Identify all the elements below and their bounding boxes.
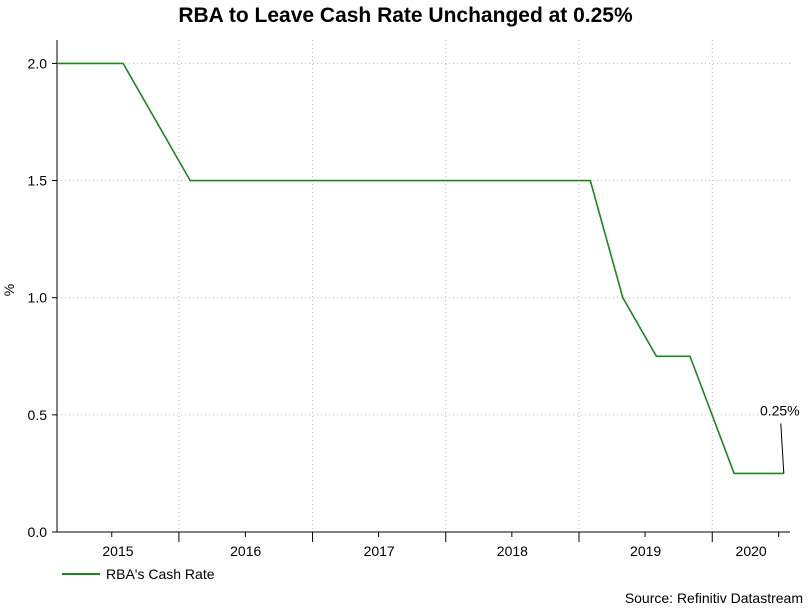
x-tick-label: 2018 (497, 543, 528, 559)
y-tick-label: 1.5 (28, 173, 48, 189)
series-line-rba-cash-rate (57, 62, 784, 475)
y-tick-label: 2.0 (28, 55, 48, 71)
y-tick-label: 0.5 (28, 407, 48, 423)
x-tick-label: 2016 (230, 543, 261, 559)
source-note: Source: Refinitiv Datastream (624, 590, 803, 606)
x-tick-label: 2020 (736, 543, 767, 559)
legend: RBA's Cash Rate (62, 566, 215, 582)
chart-title: RBA to Leave Cash Rate Unchanged at 0.25… (178, 4, 633, 27)
y-tick-label: 0.0 (28, 524, 48, 540)
axes: 0.0 0.5 1.0 1.5 2.0 2015 2016 2017 2018 2019 2020 (28, 40, 790, 559)
legend-swatch (62, 573, 100, 575)
annotation-label: 0.25% (760, 402, 800, 418)
x-tick-label: 2019 (630, 543, 661, 559)
annotation-layer: 0.25% (760, 402, 800, 474)
legend-label: RBA's Cash Rate (106, 566, 215, 582)
series-layer (57, 62, 784, 475)
y-tick-label: 1.0 (28, 290, 48, 306)
x-tick-label: 2015 (102, 543, 133, 559)
y-axis-label: % (1, 284, 17, 296)
grid-lines (57, 40, 790, 532)
annotation-leader (780, 423, 785, 474)
x-tick-label: 2017 (364, 543, 395, 559)
